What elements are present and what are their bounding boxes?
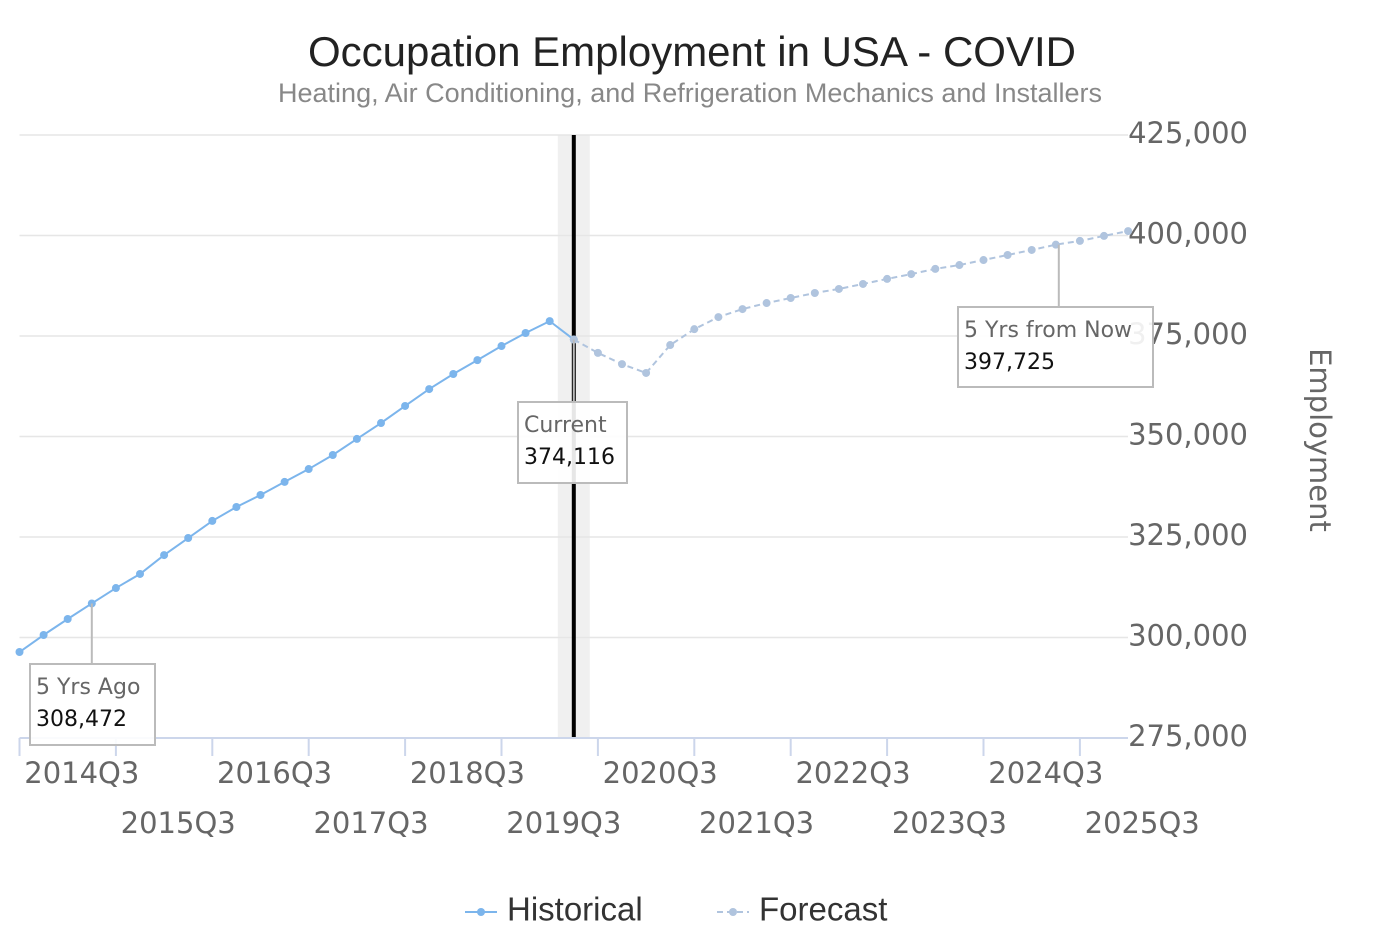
data-point bbox=[280, 477, 289, 486]
x-tick-label: 2021Q3 bbox=[699, 806, 814, 840]
data-point bbox=[328, 450, 337, 459]
series-line bbox=[18, 319, 575, 653]
data-point bbox=[401, 401, 410, 410]
data-point bbox=[859, 279, 867, 288]
data-point bbox=[208, 516, 217, 525]
annotation-value: 374,116 bbox=[524, 445, 615, 470]
data-point bbox=[377, 419, 385, 428]
y-axis-title: Employment bbox=[1303, 348, 1337, 532]
legend-label: Historical bbox=[507, 891, 643, 928]
data-point bbox=[1027, 245, 1036, 254]
data-point bbox=[1124, 227, 1133, 236]
data-point bbox=[111, 584, 120, 593]
x-tick-label: 2015Q3 bbox=[121, 806, 236, 840]
data-point bbox=[521, 328, 530, 337]
series-line bbox=[573, 230, 1129, 375]
data-point bbox=[593, 348, 602, 357]
data-point bbox=[425, 385, 434, 394]
y-tick-label: 300,000 bbox=[1128, 619, 1248, 653]
annotation-box bbox=[957, 306, 1154, 388]
x-tick-label: 2023Q3 bbox=[892, 806, 1007, 840]
data-point bbox=[979, 256, 988, 265]
y-tick-label: 275,000 bbox=[1128, 719, 1248, 753]
data-point bbox=[39, 631, 48, 640]
x-tick-label: 2017Q3 bbox=[313, 806, 428, 840]
data-point bbox=[352, 434, 361, 443]
x-tick-label: 2020Q3 bbox=[603, 756, 718, 790]
x-tick-label: 2014Q3 bbox=[24, 756, 139, 790]
data-point bbox=[449, 369, 458, 378]
data-point bbox=[666, 341, 675, 350]
data-point bbox=[304, 465, 313, 474]
data-point bbox=[160, 551, 169, 560]
legend-item: Forecast bbox=[717, 891, 887, 928]
annotation-title: 5 Yrs Ago bbox=[36, 675, 140, 700]
data-point bbox=[714, 313, 723, 322]
data-point bbox=[931, 264, 940, 273]
data-point bbox=[883, 274, 892, 283]
legend-label: Forecast bbox=[759, 891, 887, 928]
data-point bbox=[256, 490, 265, 499]
annotation-title: Current bbox=[524, 413, 607, 438]
y-tick-label: 400,000 bbox=[1128, 217, 1248, 251]
data-point bbox=[1100, 231, 1108, 240]
data-point bbox=[232, 503, 241, 512]
x-tick-label: 2019Q3 bbox=[506, 806, 621, 840]
data-point bbox=[545, 317, 554, 326]
legend-item: Historical bbox=[465, 891, 643, 928]
data-point bbox=[1003, 250, 1012, 259]
data-point bbox=[473, 356, 482, 365]
data-point bbox=[63, 615, 72, 624]
annotation-box bbox=[517, 401, 628, 484]
y-tick-label: 425,000 bbox=[1128, 116, 1248, 150]
data-point bbox=[642, 368, 651, 377]
data-point bbox=[136, 569, 144, 578]
legend-marker bbox=[477, 908, 485, 916]
data-point bbox=[15, 648, 24, 657]
data-point bbox=[738, 305, 747, 314]
data-point bbox=[907, 270, 916, 279]
chart-subtitle: Heating, Air Conditioning, and Refrigera… bbox=[278, 78, 1102, 108]
data-point bbox=[618, 360, 626, 369]
data-point bbox=[690, 325, 699, 334]
data-point bbox=[955, 261, 964, 270]
data-point bbox=[834, 284, 843, 293]
annotation-title: 5 Yrs from Now bbox=[964, 318, 1132, 343]
y-tick-label: 325,000 bbox=[1128, 518, 1248, 552]
y-tick-label: 350,000 bbox=[1128, 418, 1248, 452]
data-point bbox=[1075, 236, 1084, 245]
data-point bbox=[786, 294, 795, 303]
x-tick-label: 2018Q3 bbox=[410, 756, 525, 790]
legend-marker bbox=[729, 908, 737, 916]
x-tick-label: 2024Q3 bbox=[988, 756, 1103, 790]
data-point bbox=[497, 342, 506, 351]
annotation-box bbox=[29, 663, 156, 746]
annotation-value: 308,472 bbox=[36, 707, 127, 732]
x-tick-label: 2016Q3 bbox=[217, 756, 332, 790]
x-tick-label: 2025Q3 bbox=[1085, 806, 1200, 840]
annotation-value: 397,725 bbox=[964, 350, 1055, 375]
data-point bbox=[762, 299, 771, 308]
data-point bbox=[184, 534, 193, 543]
chart-title: Occupation Employment in USA - COVID bbox=[308, 28, 1076, 75]
x-tick-label: 2022Q3 bbox=[795, 756, 910, 790]
data-point bbox=[810, 288, 819, 297]
